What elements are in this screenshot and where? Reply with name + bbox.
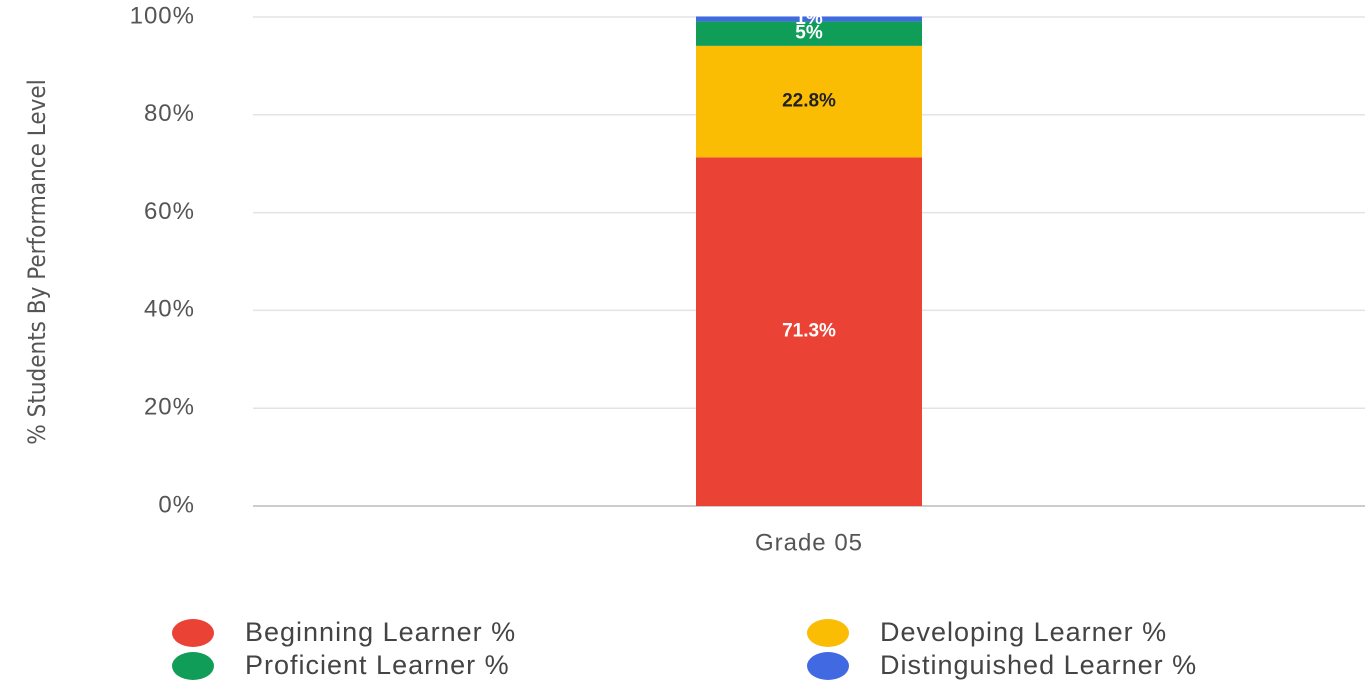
legend-label: Beginning Learner % [245,617,516,647]
bar-segment [696,16,922,22]
legend-marker [807,652,849,680]
value-label: 1% [795,8,823,29]
legend-label: Proficient Learner % [245,650,510,680]
y-axis-label: % Students By Performance Level [23,79,51,444]
y-tick-label: 20% [144,394,195,421]
value-label: 5% [795,23,823,44]
y-tick-label: 80% [144,100,195,127]
y-tick-label: 0% [158,491,195,518]
y-tick-label: 60% [144,198,195,225]
value-label: 22.8% [782,91,836,112]
legend-marker [807,619,849,647]
legend-marker [172,652,214,680]
bar-segment [696,45,922,158]
x-tick-label: Grade 05 [755,529,863,556]
bar-segment [696,157,922,506]
value-label: 71.3% [782,321,836,342]
bar-segment [696,21,922,46]
y-tick-label: 100% [130,2,195,29]
legend-label: Distinguished Learner % [880,650,1197,680]
legend-marker [172,619,214,647]
legend-label: Developing Learner % [880,617,1167,647]
y-tick-label: 40% [144,296,195,323]
